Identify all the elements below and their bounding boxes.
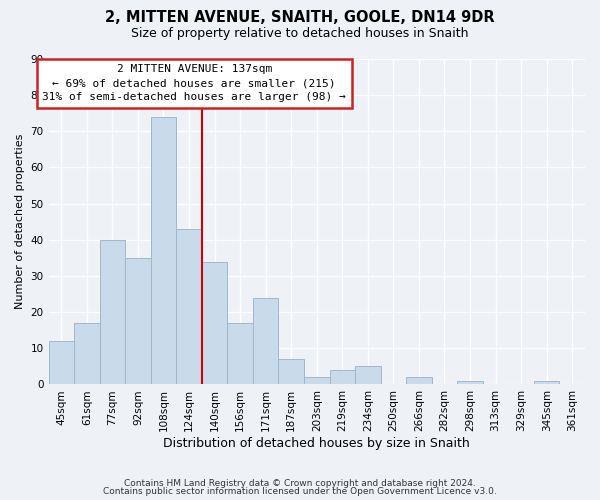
Bar	[49, 341, 74, 384]
Bar	[227, 323, 253, 384]
Bar	[151, 117, 176, 384]
Bar	[406, 377, 432, 384]
Bar	[100, 240, 125, 384]
Bar	[253, 298, 278, 384]
Text: Contains public sector information licensed under the Open Government Licence v3: Contains public sector information licen…	[103, 487, 497, 496]
Text: Size of property relative to detached houses in Snaith: Size of property relative to detached ho…	[131, 28, 469, 40]
Bar	[125, 258, 151, 384]
Bar	[457, 381, 483, 384]
Bar	[202, 262, 227, 384]
Bar	[278, 359, 304, 384]
Bar	[355, 366, 380, 384]
Bar	[176, 229, 202, 384]
X-axis label: Distribution of detached houses by size in Snaith: Distribution of detached houses by size …	[163, 437, 470, 450]
Bar	[534, 381, 559, 384]
Bar	[74, 323, 100, 384]
Y-axis label: Number of detached properties: Number of detached properties	[15, 134, 25, 310]
Bar	[304, 377, 329, 384]
Text: 2 MITTEN AVENUE: 137sqm
← 69% of detached houses are smaller (215)
31% of semi-d: 2 MITTEN AVENUE: 137sqm ← 69% of detache…	[42, 64, 346, 102]
Text: 2, MITTEN AVENUE, SNAITH, GOOLE, DN14 9DR: 2, MITTEN AVENUE, SNAITH, GOOLE, DN14 9D…	[105, 10, 495, 25]
Bar	[329, 370, 355, 384]
Text: Contains HM Land Registry data © Crown copyright and database right 2024.: Contains HM Land Registry data © Crown c…	[124, 478, 476, 488]
